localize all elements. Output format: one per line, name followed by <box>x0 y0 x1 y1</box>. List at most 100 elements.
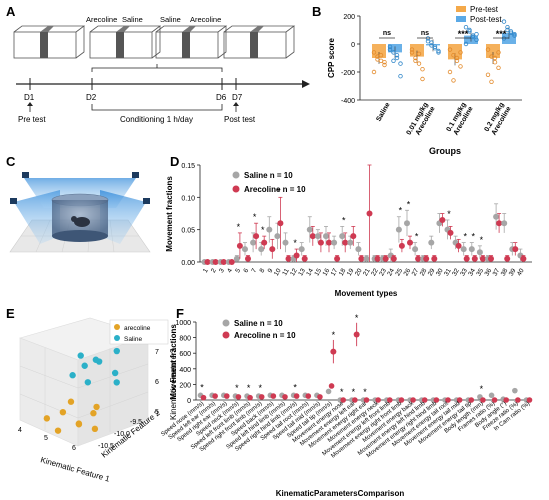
f-sig-star: * <box>332 330 336 340</box>
b-ytick-label: 0 <box>351 42 355 49</box>
f-point-arecoline <box>282 394 288 400</box>
b-ylabel: CPP score <box>327 38 336 78</box>
b-legend-pre: Pre-test <box>470 5 499 14</box>
b-point-pre <box>496 65 501 70</box>
d-point-arecoline <box>455 242 462 249</box>
d-point-arecoline <box>245 255 251 262</box>
d-point-saline <box>339 233 346 240</box>
e-ztick-label: 6 <box>155 379 159 386</box>
b-point-post <box>394 53 400 58</box>
panel-f-kinematic-chart: 1000 800 600 400 200 0 Movement fractions * * *… <box>160 313 533 498</box>
b-point-pre <box>416 51 422 56</box>
f-point-arecoline <box>398 397 405 403</box>
day-label-d1: D1 <box>24 93 35 102</box>
f-ylabel: Movement fractions <box>169 324 178 400</box>
b-point-post <box>512 32 517 37</box>
b-point-post <box>474 32 479 37</box>
b-point-post <box>436 50 441 55</box>
d-point-arecoline <box>366 210 373 217</box>
d-xtick-label: 22 <box>370 267 380 277</box>
b-point-pre <box>409 47 415 52</box>
d-sig-star: * <box>293 238 297 248</box>
e-point-saline <box>113 379 120 386</box>
b-legend: Pre-test Post-test <box>456 5 502 24</box>
d-ytick-label: 0.05 <box>181 228 195 235</box>
b-point-post <box>467 27 472 33</box>
f-point-arecoline <box>258 394 265 400</box>
b-point-post <box>387 47 393 52</box>
d-xtick-label: 23 <box>378 267 388 277</box>
f-point-arecoline <box>375 397 381 403</box>
d-xtick-label: 4 <box>226 267 234 274</box>
b-point-post <box>508 30 514 35</box>
b-point-pre <box>451 53 456 58</box>
d-point-saline <box>355 246 362 253</box>
d-xtick-label: 13 <box>297 267 307 277</box>
f-point-arecoline <box>515 397 521 403</box>
d-point-saline <box>404 220 410 227</box>
d-point-arecoline <box>358 255 365 262</box>
d-point-arecoline <box>220 259 227 265</box>
b-point-pre <box>492 55 498 61</box>
d-point-arecoline <box>204 259 211 265</box>
d-xtick-label: 17 <box>330 267 340 277</box>
d-point-arecoline <box>471 255 478 262</box>
b-point-pre <box>382 62 387 68</box>
d-xtick-label: 40 <box>516 267 526 277</box>
d-sig-star: * <box>463 232 467 242</box>
d-sig-star: * <box>253 212 257 222</box>
b-point-post <box>398 61 403 66</box>
cpp-box-1 <box>13 25 86 59</box>
e-xtick-label: 6 <box>72 445 76 452</box>
f-point-arecoline <box>317 394 323 400</box>
d-sig-star: * <box>237 222 241 232</box>
b-point-pre <box>447 47 453 52</box>
d-legend-marker-saline <box>232 171 240 179</box>
d-xtick-label: 6 <box>242 267 250 274</box>
b-point-post <box>391 50 396 55</box>
d-point-saline <box>233 255 240 262</box>
d-point-saline <box>363 255 370 262</box>
d-point-arecoline <box>236 242 243 249</box>
panel-d-movement-chart: 0.15 0.10 0.05 0.00 Movement fractions * * * *… <box>165 163 532 298</box>
b-point-pre <box>420 76 425 82</box>
d-xtick-label: 1 <box>202 267 210 274</box>
b-point-post <box>398 73 403 79</box>
d-xtick-label: 32 <box>451 267 461 277</box>
b-point-pre <box>447 69 453 75</box>
d-point-arecoline <box>382 255 389 262</box>
e-xtick-label: 4 <box>18 427 22 434</box>
d-xtick-label: 36 <box>484 267 494 277</box>
panel-label-a: A <box>6 4 16 19</box>
d-xtick-label: 31 <box>443 267 453 277</box>
e-legend-marker-arecoline <box>114 324 120 330</box>
b-point-post <box>508 29 514 34</box>
b-point-pre <box>416 61 422 66</box>
d-xtick-label: 16 <box>322 267 332 277</box>
b-point-pre <box>458 64 463 69</box>
f-point-arecoline <box>212 393 218 399</box>
d-ytick-label: 0.15 <box>181 163 195 170</box>
d-xtick-label: 33 <box>459 267 469 277</box>
b-sig-label: *** <box>458 29 469 39</box>
b-point-pre <box>378 58 384 63</box>
e-point-arecoline <box>91 425 99 433</box>
d-point-arecoline <box>439 216 446 223</box>
d-sig-star: * <box>277 186 281 196</box>
d-point-arecoline <box>277 220 284 227</box>
f-sig-star: * <box>355 313 359 323</box>
e-zlabel: Kinematic Feature 3 <box>169 348 178 420</box>
panel-label-c: C <box>6 154 16 169</box>
f-point-arecoline <box>363 397 370 403</box>
pre-test-label: Pre test <box>18 115 46 124</box>
b-point-post <box>501 19 507 24</box>
b-point-pre <box>485 47 491 52</box>
f-point-arecoline <box>480 397 486 403</box>
cpp-box-2 <box>89 25 162 59</box>
d-point-saline <box>250 239 257 246</box>
b-xlabel: Groups <box>429 146 461 156</box>
b-xtick-label: 0.1 mg/kgArecoline <box>446 101 475 137</box>
b-point-pre <box>420 66 425 72</box>
b-point-post <box>463 25 469 30</box>
